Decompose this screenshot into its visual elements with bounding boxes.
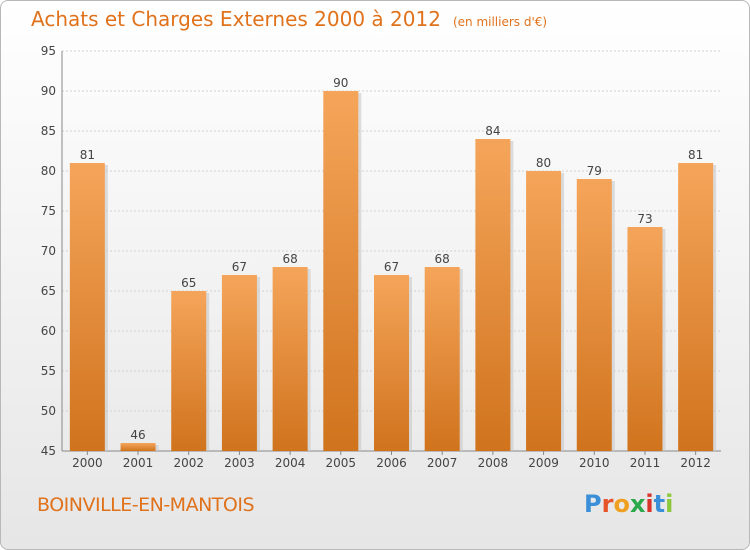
- data-label: 65: [181, 276, 196, 290]
- y-tick-label: 50: [41, 404, 56, 418]
- bar-2003: [221, 275, 257, 451]
- x-tick-label: 2008: [478, 456, 509, 470]
- bar-2012: [678, 163, 714, 451]
- x-tick-label: 2001: [123, 456, 154, 470]
- bar-2001: [120, 443, 156, 451]
- y-tick-label: 85: [41, 124, 56, 138]
- logo-letter: P: [584, 490, 602, 518]
- y-tick-label: 70: [41, 244, 56, 258]
- data-label: 67: [232, 260, 247, 274]
- x-tick-label: 2010: [579, 456, 610, 470]
- data-label: 67: [384, 260, 399, 274]
- y-tick-label: 65: [41, 284, 56, 298]
- chart-title: Achats et Charges Externes 2000 à 2012 (e…: [31, 7, 547, 31]
- data-label: 90: [333, 76, 348, 90]
- logo-letter: t: [653, 490, 666, 518]
- bar-2008: [475, 139, 511, 451]
- x-tick-label: 2003: [224, 456, 255, 470]
- chart-subtitle: (en milliers d'€): [452, 15, 548, 29]
- bar-2000: [69, 163, 105, 451]
- x-tick-label: 2005: [326, 456, 357, 470]
- bar-2006: [374, 275, 409, 451]
- logo-letter: o: [613, 490, 630, 518]
- x-tick-label: 2004: [275, 456, 306, 470]
- x-tick-label: 2000: [72, 456, 103, 470]
- y-tick-label: 95: [41, 44, 56, 58]
- logo-letter: x: [629, 490, 646, 518]
- logo-letter: i: [645, 490, 654, 518]
- bar-2011: [627, 227, 663, 451]
- y-tick-label: 55: [41, 364, 56, 378]
- logo-letter: i: [665, 490, 674, 518]
- bar-2010: [576, 179, 612, 451]
- y-tick-label: 60: [41, 324, 56, 338]
- x-tick-label: 2006: [376, 456, 407, 470]
- data-label: 81: [688, 148, 703, 162]
- data-label: 84: [485, 124, 500, 138]
- bar-2004: [272, 267, 308, 451]
- y-tick-label: 45: [41, 444, 56, 458]
- proxiti-logo: Proxiti: [584, 490, 673, 518]
- logo-letter: r: [601, 490, 614, 518]
- y-tick-label: 90: [41, 84, 56, 98]
- y-tick-label: 75: [41, 204, 56, 218]
- data-label: 81: [80, 148, 95, 162]
- data-label: 73: [637, 212, 652, 226]
- data-label: 79: [587, 164, 602, 178]
- x-tick-label: 2009: [528, 456, 559, 470]
- x-tick-label: 2007: [427, 456, 458, 470]
- bar-2007: [424, 267, 460, 451]
- y-tick-label: 80: [41, 164, 56, 178]
- data-label: 46: [130, 428, 145, 442]
- location-label: BOINVILLE-EN-MANTOIS: [37, 494, 255, 516]
- data-label: 68: [282, 252, 297, 266]
- bar-2005: [323, 91, 359, 451]
- data-label: 68: [435, 252, 450, 266]
- bar-2009: [526, 171, 562, 451]
- x-tick-label: 2012: [680, 456, 711, 470]
- title-text: Achats et Charges Externes 2000 à 2012: [31, 7, 441, 31]
- x-tick-label: 2011: [630, 456, 661, 470]
- bar-2002: [171, 291, 207, 451]
- data-label: 80: [536, 156, 551, 170]
- x-tick-label: 2002: [173, 456, 204, 470]
